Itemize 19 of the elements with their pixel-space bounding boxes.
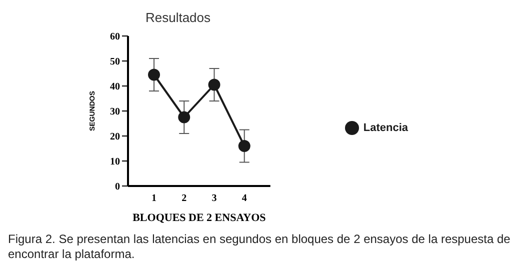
y-tick-label: 20 — [110, 132, 120, 143]
y-tick-label: 30 — [110, 106, 120, 118]
x-tick-label: 2 — [182, 193, 187, 204]
x-tick-label: 4 — [242, 193, 247, 204]
text: Figura 2. Se presentan las latencias en segundos en bloques de 2 ensayos de la respuesta de encontrar la plataforma. — [8, 232, 512, 262]
point — [148, 68, 160, 81]
point — [238, 140, 250, 152]
y-tick-label: 50 — [110, 56, 120, 68]
y-tick-label: 60 — [110, 32, 120, 43]
y-tick-label: 0 — [115, 182, 120, 193]
y-tick-label: 40 — [110, 82, 120, 93]
point — [208, 78, 220, 91]
x-tick-label: 1 — [152, 193, 156, 204]
chart-title: Resultados — [144, 9, 212, 27]
y-tick-label: 10 — [110, 156, 120, 168]
x-axis-title: BLOQUES DE 2 ENSAYOS — [132, 212, 266, 224]
point — [178, 111, 190, 124]
x-tick-label: 3 — [212, 193, 217, 204]
legend-label: Latencia — [363, 122, 408, 134]
